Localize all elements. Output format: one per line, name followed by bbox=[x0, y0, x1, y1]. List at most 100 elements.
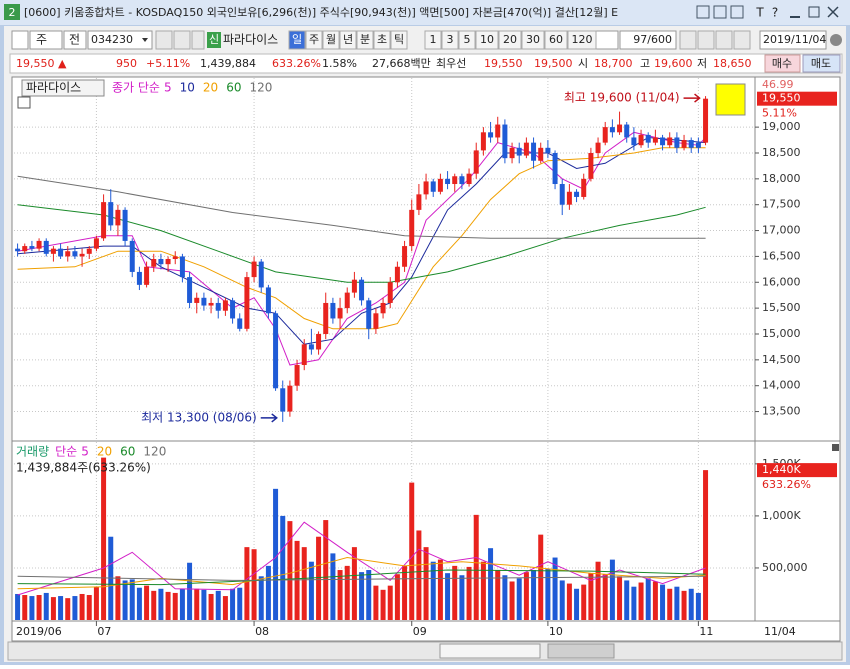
candle-body bbox=[617, 124, 623, 133]
interval-button[interactable] bbox=[498, 30, 522, 50]
buy-button[interactable] bbox=[764, 54, 801, 73]
volume-bar bbox=[115, 576, 121, 620]
prev-combo[interactable] bbox=[63, 30, 87, 50]
font-button[interactable]: T bbox=[755, 6, 764, 20]
marker-box[interactable] bbox=[715, 83, 746, 116]
interval-button[interactable] bbox=[521, 30, 545, 50]
candle-body bbox=[366, 300, 372, 329]
candle-body bbox=[129, 240, 135, 272]
tool-icon[interactable] bbox=[715, 30, 733, 50]
period-text: 월 bbox=[326, 33, 336, 46]
interval-text: 120 bbox=[572, 33, 593, 46]
x-tick-label: 08 bbox=[255, 625, 269, 638]
candle-body bbox=[58, 248, 64, 257]
tool-icon[interactable] bbox=[697, 30, 715, 50]
interval-button[interactable] bbox=[458, 30, 476, 50]
title-icon[interactable] bbox=[713, 5, 727, 19]
pane-icon[interactable] bbox=[17, 96, 31, 109]
help-button[interactable]: ? bbox=[772, 6, 778, 20]
volume-bar bbox=[15, 593, 21, 620]
count-box[interactable] bbox=[619, 30, 677, 50]
annotation-arrow bbox=[260, 413, 278, 423]
maximize[interactable] bbox=[808, 6, 820, 18]
volume-bar bbox=[101, 457, 107, 620]
y-tick-label: 16,000 bbox=[762, 275, 801, 288]
candle-body bbox=[502, 124, 508, 159]
period-text: 년 bbox=[343, 33, 353, 46]
candle-body bbox=[344, 292, 350, 309]
x-tick-label: 10 bbox=[549, 625, 563, 638]
candle-body bbox=[703, 98, 709, 143]
tool-icon[interactable] bbox=[679, 30, 697, 50]
volume-bar bbox=[265, 565, 271, 620]
period-button[interactable] bbox=[339, 30, 357, 50]
volume-bar bbox=[136, 587, 142, 620]
volume-bar bbox=[244, 547, 250, 620]
candle-body bbox=[280, 388, 286, 412]
pane-icon[interactable] bbox=[832, 444, 839, 451]
q-best-label: 최우선 bbox=[436, 57, 466, 70]
q-amount: 27,668백만 bbox=[372, 57, 431, 70]
volume-bar bbox=[165, 591, 171, 620]
candle-body bbox=[108, 202, 114, 226]
window-title: [0600] 키움종합차트 - KOSDAQ150 외국인보유[6,296(천)… bbox=[24, 5, 618, 19]
tool-icon[interactable] bbox=[11, 30, 29, 50]
title-icon[interactable] bbox=[730, 5, 744, 19]
interval-button[interactable] bbox=[567, 30, 597, 50]
candle-body bbox=[695, 142, 701, 148]
title-icon[interactable] bbox=[696, 5, 710, 19]
candle-body bbox=[287, 385, 293, 412]
last-volume-ratio: 633.26% bbox=[762, 478, 811, 491]
q-volume: 1,439,884 bbox=[200, 57, 256, 70]
volume-bar bbox=[93, 586, 99, 620]
new-badge bbox=[207, 32, 221, 48]
interval-button[interactable] bbox=[475, 30, 499, 50]
period-button[interactable] bbox=[288, 30, 306, 50]
volume-bar bbox=[230, 588, 236, 620]
y-tick-label: 14,000 bbox=[762, 379, 801, 392]
market-combo[interactable] bbox=[29, 30, 63, 50]
interval-button[interactable] bbox=[544, 30, 568, 50]
candle-body bbox=[258, 261, 264, 288]
volume-bar bbox=[337, 570, 343, 620]
interval-button[interactable] bbox=[441, 30, 459, 50]
period-button[interactable] bbox=[322, 30, 340, 50]
candle-body bbox=[645, 134, 651, 143]
ma-line bbox=[17, 521, 706, 596]
close[interactable] bbox=[827, 6, 839, 18]
tool-icon[interactable] bbox=[173, 30, 191, 50]
scroll-buttons[interactable] bbox=[439, 643, 541, 659]
candle-body bbox=[373, 313, 379, 329]
volume-bar bbox=[58, 596, 64, 620]
legend-name: 파라다이스 bbox=[26, 81, 81, 95]
volume-bar bbox=[480, 561, 486, 620]
period-button[interactable] bbox=[356, 30, 374, 50]
volume-bar bbox=[158, 588, 164, 620]
code-input[interactable] bbox=[87, 30, 153, 50]
candle-body bbox=[172, 256, 178, 259]
scroll-thumb[interactable] bbox=[547, 643, 615, 659]
tool-icon[interactable] bbox=[191, 30, 205, 50]
y-tick-label: 16,500 bbox=[762, 249, 801, 262]
candle-body bbox=[101, 202, 107, 239]
volume-bar bbox=[172, 592, 178, 620]
sell-button[interactable] bbox=[802, 54, 841, 73]
candle-body bbox=[251, 261, 257, 278]
interval-text: 60 bbox=[549, 33, 563, 46]
interval-button[interactable] bbox=[424, 30, 442, 50]
volume-bar bbox=[308, 561, 314, 620]
period-button[interactable] bbox=[305, 30, 323, 50]
scrollbar[interactable] bbox=[7, 641, 843, 661]
period-button[interactable] bbox=[390, 30, 408, 50]
volume-bar bbox=[402, 565, 408, 620]
period-button[interactable] bbox=[373, 30, 391, 50]
settings[interactable] bbox=[830, 34, 842, 46]
volume-bar bbox=[466, 566, 472, 620]
date-box[interactable] bbox=[759, 30, 827, 50]
tool-icon[interactable] bbox=[733, 30, 751, 50]
tool-icon[interactable] bbox=[155, 30, 173, 50]
ma-line bbox=[17, 175, 706, 239]
volume-bar bbox=[509, 581, 515, 620]
volume-bar bbox=[674, 586, 680, 620]
